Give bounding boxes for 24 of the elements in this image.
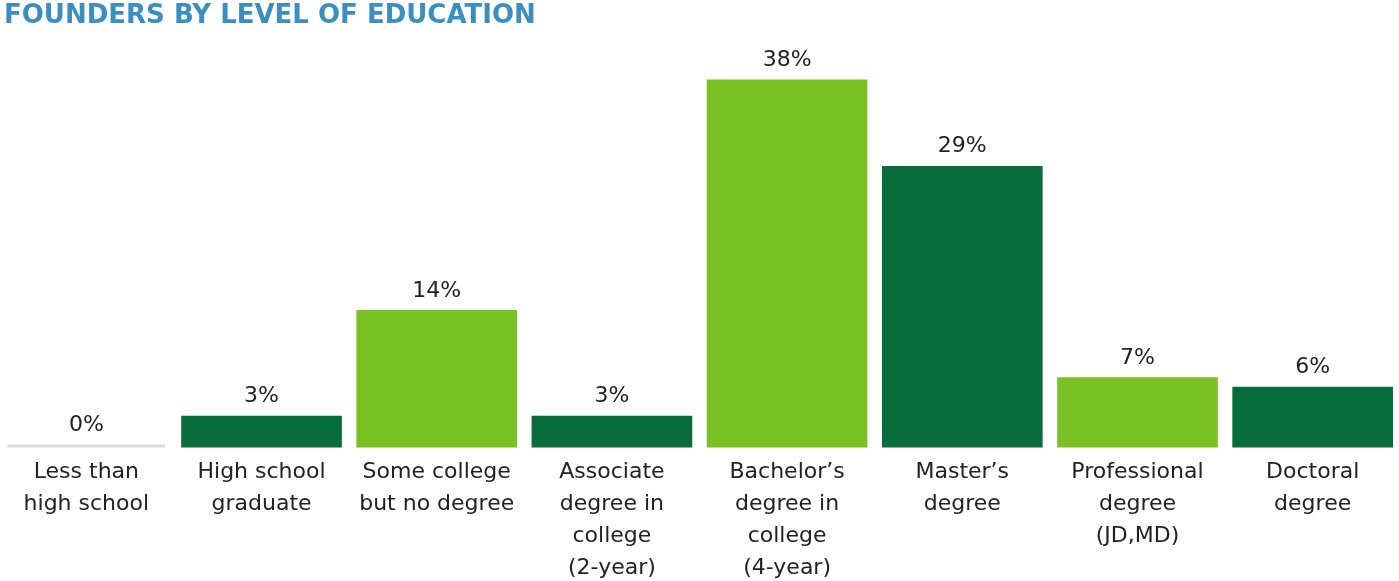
bar [181,415,342,448]
x-tick-label: Bachelor’s degree in college (4-year) [729,457,845,579]
x-tick-label: Doctoral degree [1266,457,1360,515]
data-label: 7% [1120,343,1155,369]
bar [356,310,518,448]
x-tick-label: Master’s degree [915,457,1010,515]
data-label: 0% [68,411,104,436]
chart-title: FOUNDERS BY LEVEL OF EDUCATION [4,0,536,29]
bar [1057,377,1218,448]
data-label: 29% [937,132,987,158]
data-label: 3% [594,382,630,408]
bar [881,165,1043,448]
bar [531,415,693,448]
x-tick-label: Associate degree in college (2-year) [559,457,665,579]
x-tick-label: High school graduate [197,457,326,515]
bar [706,79,868,448]
data-label: 6% [1295,353,1331,379]
data-label: 38% [762,46,812,71]
data-label: 14% [412,276,462,302]
x-tick-label: Some college but no degree [359,457,515,515]
x-tick-label: Less than high school [23,457,150,515]
x-tick-label: Professional degree (JD,MD) [1071,457,1204,547]
data-label: 3% [244,382,279,408]
bar [1232,386,1393,448]
